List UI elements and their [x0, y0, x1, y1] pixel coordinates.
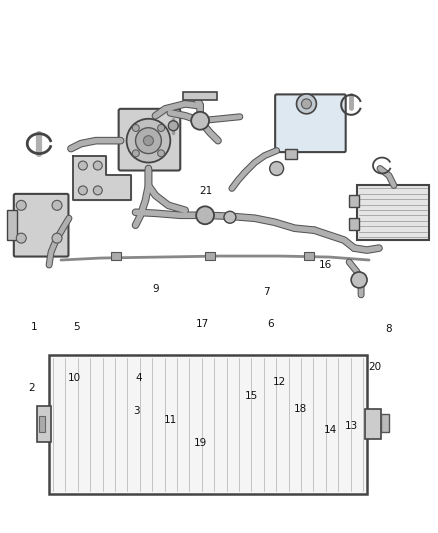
Circle shape: [301, 99, 311, 109]
Bar: [37, 406, 51, 442]
Text: 19: 19: [194, 438, 207, 448]
Circle shape: [78, 161, 87, 170]
Text: 2: 2: [28, 383, 35, 393]
Text: 15: 15: [245, 391, 258, 401]
Text: 10: 10: [68, 373, 81, 383]
Circle shape: [224, 211, 236, 223]
Text: 21: 21: [199, 186, 212, 196]
Text: 16: 16: [319, 261, 332, 270]
Bar: [111, 252, 120, 260]
Text: 13: 13: [345, 421, 358, 431]
Circle shape: [297, 94, 316, 114]
Bar: [365, 409, 381, 439]
Text: 1: 1: [31, 322, 37, 333]
Bar: [381, 414, 389, 432]
Circle shape: [127, 119, 170, 163]
Bar: [7, 211, 17, 240]
Circle shape: [191, 112, 209, 130]
Text: 4: 4: [135, 373, 142, 383]
Circle shape: [93, 186, 102, 195]
Circle shape: [135, 128, 161, 154]
Text: 3: 3: [133, 406, 140, 416]
Bar: [304, 252, 314, 260]
Bar: [285, 149, 297, 158]
Text: 18: 18: [294, 403, 307, 414]
FancyBboxPatch shape: [14, 194, 68, 256]
Text: 11: 11: [164, 415, 177, 425]
Bar: [357, 185, 429, 240]
Circle shape: [78, 186, 87, 195]
Circle shape: [351, 272, 367, 288]
Polygon shape: [73, 156, 131, 200]
Circle shape: [52, 200, 62, 211]
Circle shape: [270, 161, 283, 175]
Circle shape: [132, 150, 139, 157]
Text: 20: 20: [368, 362, 381, 372]
Circle shape: [132, 125, 139, 132]
Bar: [205, 252, 215, 260]
Text: 12: 12: [273, 377, 286, 387]
Circle shape: [16, 233, 26, 243]
Circle shape: [16, 200, 26, 211]
FancyBboxPatch shape: [119, 109, 180, 171]
FancyBboxPatch shape: [275, 94, 346, 152]
Circle shape: [196, 206, 214, 224]
Text: 6: 6: [267, 319, 274, 329]
Bar: [349, 218, 359, 230]
Circle shape: [158, 125, 165, 132]
Text: 7: 7: [264, 287, 270, 297]
Text: 5: 5: [73, 322, 80, 333]
Bar: [39, 416, 45, 432]
Circle shape: [52, 233, 62, 243]
Bar: [183, 92, 217, 100]
Circle shape: [93, 161, 102, 170]
Circle shape: [144, 136, 153, 146]
Text: 9: 9: [152, 284, 159, 294]
Text: 17: 17: [196, 319, 209, 329]
Circle shape: [168, 121, 178, 131]
Text: 14: 14: [323, 425, 337, 435]
Circle shape: [158, 150, 165, 157]
Bar: [49, 354, 367, 494]
Bar: [349, 196, 359, 207]
Text: 8: 8: [385, 324, 392, 334]
